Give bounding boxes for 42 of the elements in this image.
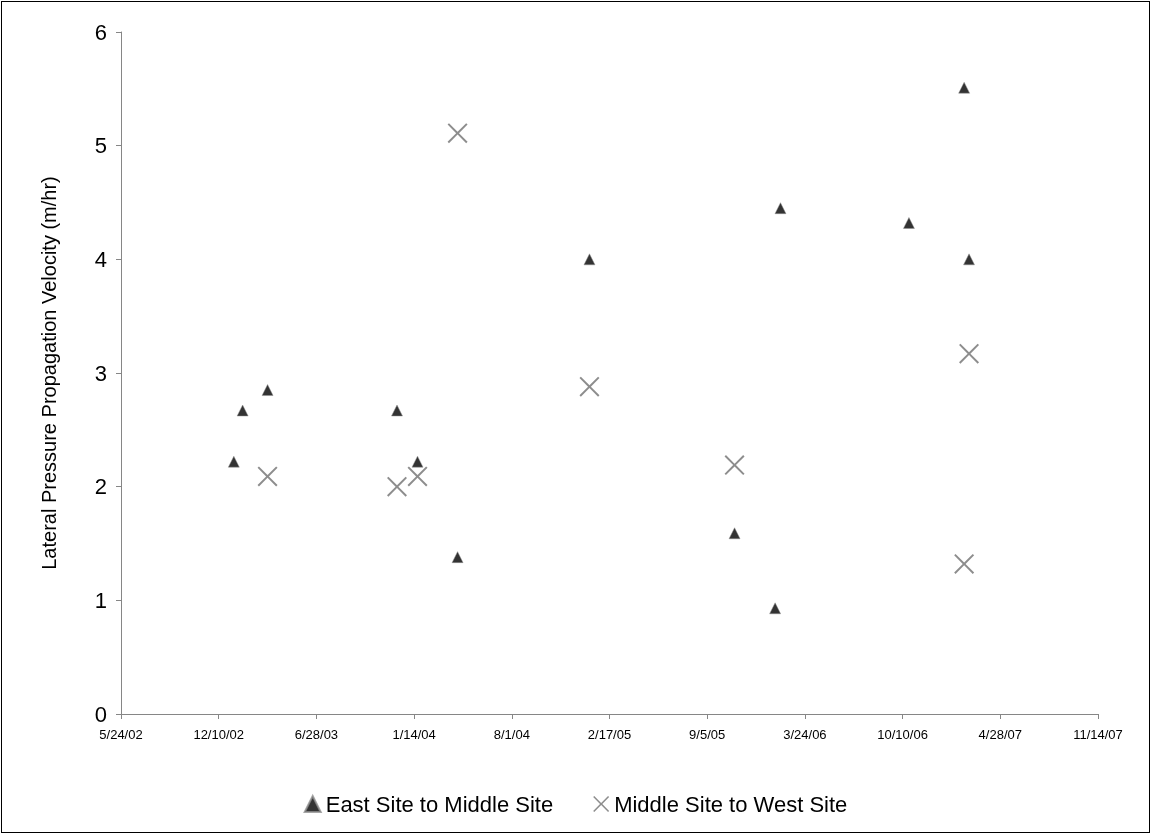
y-axis-title: Lateral Pressure Propagation Velocity (m/hr)	[38, 176, 60, 570]
x-tick-label: 2/17/05	[587, 727, 632, 742]
x-tick-label: 4/28/07	[978, 727, 1022, 742]
x-tick-label: 9/5/05	[689, 727, 726, 742]
x-tick-label: 10/10/06	[877, 727, 928, 742]
x-tick-label: 11/14/07	[1073, 727, 1123, 742]
point	[451, 551, 464, 563]
point	[407, 466, 428, 487]
point	[959, 343, 980, 364]
y-tick-label: 5	[94, 133, 107, 159]
point	[257, 466, 278, 487]
x-tick-label: 3/24/06	[783, 727, 827, 742]
y-tick-label: 3	[94, 360, 107, 386]
point	[579, 376, 600, 397]
point	[963, 253, 975, 266]
legend-label: Middle Site to West Site	[614, 791, 848, 817]
legend-label: East Site to Middle Site	[325, 791, 554, 817]
point	[958, 81, 970, 94]
point	[228, 455, 240, 468]
point	[903, 217, 915, 229]
y-tick-label: 6	[94, 19, 107, 45]
point	[954, 553, 975, 574]
point	[724, 455, 745, 476]
point	[769, 602, 781, 615]
point	[387, 476, 407, 497]
point	[774, 202, 787, 214]
point	[236, 404, 249, 417]
point	[447, 123, 468, 144]
x-tick-label: 12/10/02	[193, 727, 244, 742]
point	[583, 253, 596, 266]
y-tick-label: 4	[94, 246, 107, 272]
point	[391, 404, 403, 417]
point	[411, 455, 424, 468]
point	[261, 384, 274, 396]
x-tick-label: 5/24/02	[99, 727, 143, 742]
x-tick-label: 1/14/04	[392, 727, 436, 742]
y-tick-label: 0	[94, 701, 107, 727]
point	[728, 527, 741, 540]
x-tick-label: 8/1/04	[493, 727, 530, 742]
y-tick-label: 2	[94, 474, 107, 500]
x-tick-label: 6/28/03	[294, 727, 339, 742]
y-tick-label: 1	[94, 587, 107, 613]
